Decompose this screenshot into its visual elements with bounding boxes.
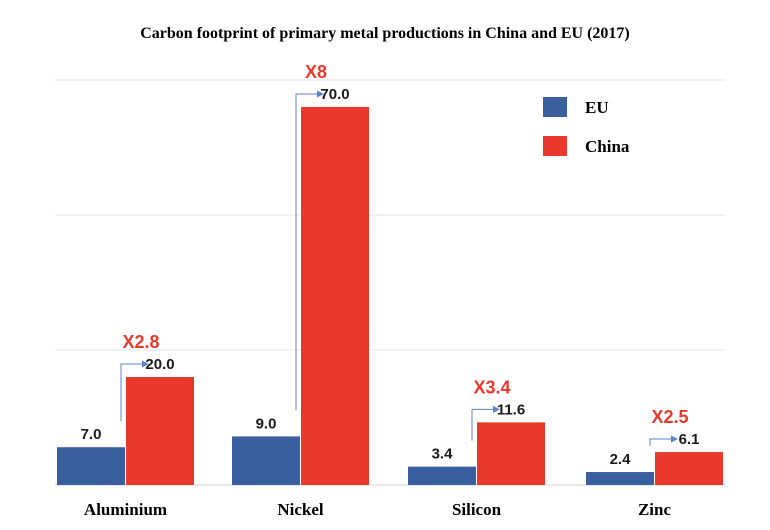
legend-swatch-eu — [543, 97, 567, 117]
category-label-aluminium: Aluminium — [84, 500, 167, 519]
value-label-china-zinc: 6.1 — [679, 431, 700, 448]
bar-eu-aluminium — [57, 447, 125, 485]
label-layer: 7.0 20.0 Aluminium 9.0 70.0 Nickel 3.4 11.6 Sili… — [81, 86, 700, 519]
bar-eu-zinc — [586, 472, 654, 485]
value-label-china-nickel: 70.0 — [320, 86, 349, 103]
value-label-eu-nickel: 9.0 — [256, 415, 277, 432]
category-label-zinc: Zinc — [638, 500, 672, 519]
bar-china-silicon — [477, 422, 545, 485]
value-label-eu-zinc: 2.4 — [610, 451, 632, 468]
legend-label-eu: EU — [585, 98, 609, 117]
value-label-china-silicon: 11.6 — [497, 401, 525, 418]
category-label-nickel: Nickel — [277, 500, 324, 519]
bar-eu-silicon — [408, 466, 476, 485]
ratio-label-zinc: X2.5 — [651, 407, 688, 427]
bar-china-aluminium — [126, 377, 194, 485]
annotation-layer: X2.8 X8 X3.4 X2.5 — [120, 62, 689, 447]
value-label-eu-aluminium: 7.0 — [81, 426, 102, 443]
ratio-label-silicon: X3.4 — [473, 377, 510, 397]
bar-china-nickel — [301, 107, 369, 485]
value-label-eu-silicon: 3.4 — [432, 446, 454, 463]
ratio-label-nickel: X8 — [305, 62, 327, 82]
ratio-arrow-aluminium — [120, 360, 149, 422]
bars-layer — [57, 107, 723, 485]
ratio-label-aluminium: X2.8 — [122, 332, 159, 352]
legend: EU China — [543, 97, 630, 156]
ratio-arrow-nickel — [295, 90, 324, 411]
legend-swatch-china — [543, 136, 567, 156]
ratio-arrow-silicon — [471, 405, 500, 441]
ratio-arrow-zinc — [649, 435, 678, 447]
legend-label-china: China — [585, 137, 630, 156]
bar-eu-nickel — [232, 436, 300, 485]
chart-title: Carbon footprint of primary metal produc… — [140, 25, 630, 42]
bar-china-zinc — [655, 452, 723, 485]
value-label-china-aluminium: 20.0 — [145, 356, 174, 373]
category-label-silicon: Silicon — [452, 500, 502, 519]
